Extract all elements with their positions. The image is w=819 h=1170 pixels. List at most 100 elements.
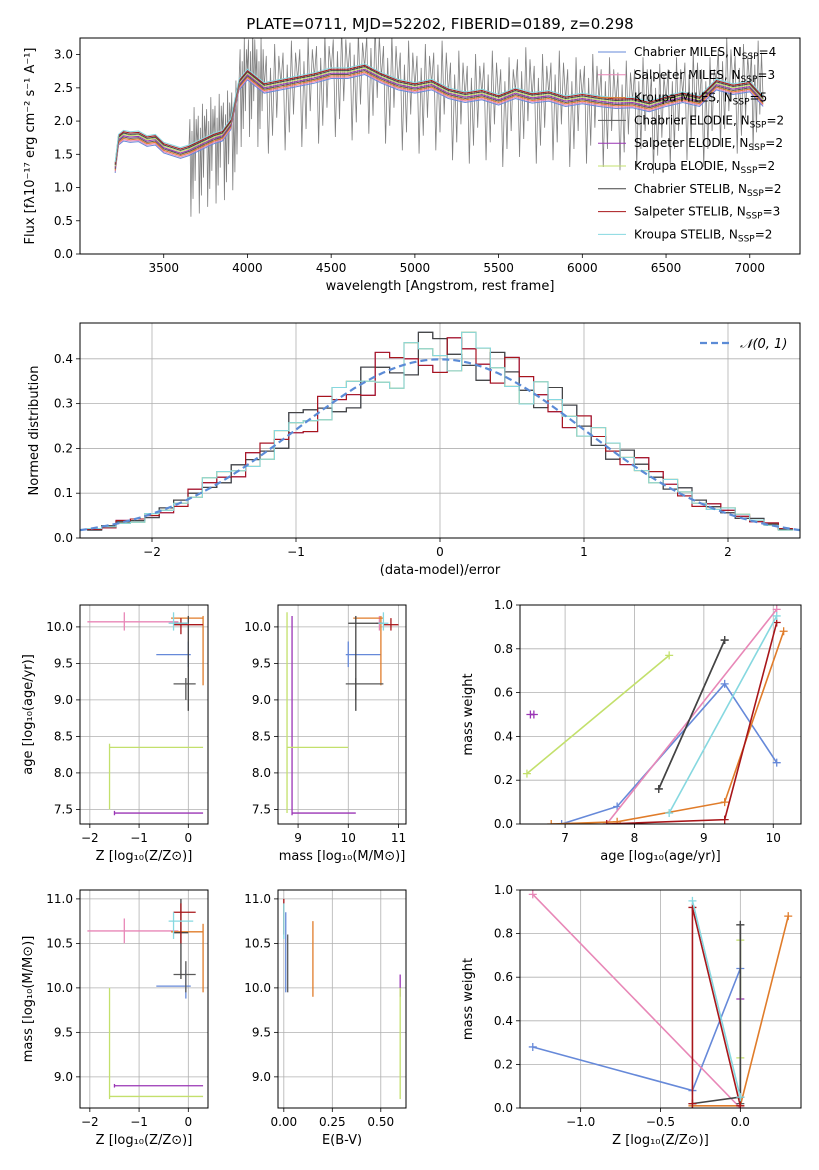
mass_vs_Z-plot-area [87, 898, 204, 1100]
legend-label-normal: 𝒩(0, 1) [740, 337, 787, 352]
legend-label-subscript: SSP [738, 234, 755, 244]
y-tick-label: 9.5 [54, 1025, 73, 1039]
x-tick-label: 10 [766, 831, 781, 845]
mass_vs_ebv-plot-area [283, 898, 401, 1100]
x-tick-label: 2 [724, 545, 732, 559]
age_vs_mass-frame [277, 604, 407, 825]
model-spectrum-line-chabrier_elodie [114, 70, 764, 169]
mass_weight_vs_age-panel [516, 604, 802, 828]
legend-label-text: Kroupa STELIB, N [634, 227, 738, 241]
x-tick-label: 4500 [316, 261, 347, 275]
y-tick-label: 0.4 [54, 352, 73, 366]
legend-label-subscript: SSP [741, 166, 758, 176]
mass_weight_vs_Z-y-axis-label: mass weight [461, 958, 476, 1040]
y-tick-label: 8.0 [252, 766, 271, 780]
y-tick-label: 0.0 [54, 531, 73, 545]
x-tick-label: −2 [81, 1115, 99, 1129]
series-marker-salpeter_stelib [736, 1101, 745, 1108]
model-spectrum-line-chabrier_miles [114, 74, 764, 173]
legend-label-text: Chabrier STELIB, N [634, 182, 747, 196]
x-tick-label: 0 [184, 831, 192, 845]
normal-curve-line [80, 358, 800, 532]
y-tick-label: 0.2 [54, 441, 73, 455]
series-marker-salpeter_stelib [602, 820, 611, 824]
hist-step-chabrier_stelib [87, 331, 793, 531]
series-marker-chabrier_stelib [720, 636, 729, 645]
y-tick-label: 10.5 [244, 936, 271, 950]
y-tick-label: 8.0 [54, 766, 73, 780]
mass_weight_vs_age-plot-area [522, 605, 788, 824]
x-tick-label: −1.0 [566, 1115, 595, 1129]
x-tick-label: 0 [436, 545, 444, 559]
legend-label-subscript: SSP [750, 120, 767, 130]
legend-label-chabrier_miles: Chabrier MILES, NSSP=4 [634, 45, 776, 62]
x-tick-label: 10 [341, 831, 356, 845]
series-marker-kroupa_miles [613, 817, 622, 824]
y-tick-label: 9.0 [54, 693, 73, 707]
legend-label-subscript: SSP [741, 75, 758, 85]
x-tick-label: 9 [700, 831, 708, 845]
x-tick-label: 1 [580, 545, 588, 559]
y-tick-label: 0.0 [494, 1101, 513, 1115]
series-marker-salpeter_stelib [688, 1099, 697, 1108]
y-tick-label: 0.4 [494, 729, 513, 743]
x-tick-label: 5500 [483, 261, 514, 275]
y-tick-label: 10.0 [46, 620, 73, 634]
legend-label-subscript: SSP [733, 98, 750, 108]
series-marker-kroupa_miles [547, 820, 556, 824]
legend-label-salpeter_miles: Salpeter MILES, NSSP=3 [634, 68, 775, 85]
y-tick-label: 0.0 [54, 247, 73, 261]
x-tick-label: −2 [81, 831, 99, 845]
y-tick-label: 10.0 [244, 620, 271, 634]
series-line-chabrier_miles [561, 682, 778, 824]
legend-label-count: =2 [765, 136, 783, 150]
legend-label-subscript: SSP [742, 52, 759, 62]
legend-label-count: =2 [764, 182, 782, 196]
observed-spectrum-line [114, 38, 764, 217]
x-tick-label: 11 [391, 831, 406, 845]
mass_weight_vs_Z-panel [516, 889, 802, 1112]
y-tick-label: 1.0 [494, 598, 513, 612]
legend-label-text: Kroupa ELODIE, N [634, 159, 741, 173]
hist-step-kroupa_stelib [87, 331, 793, 531]
series-marker-kroupa_stelib [665, 809, 674, 818]
legend-label-text: Kroupa MILES, N [634, 91, 733, 105]
age_vs_mass-x-axis-label: mass [log₁₀(M/M⊙)] [279, 849, 406, 864]
model-spectrum-line-salpeter_miles [114, 72, 764, 172]
age_vs_mass-panel [274, 604, 407, 828]
series-line-salpeter_miles [606, 608, 778, 824]
series-marker-kroupa_miles [784, 912, 793, 921]
y-tick-label: 0.3 [54, 397, 73, 411]
spectrum-frame [79, 37, 801, 255]
y-tick-label: 8.5 [252, 729, 271, 743]
legend-label-count: =5 [750, 91, 768, 105]
spectrum-x-axis-label: wavelength [Angstrom, rest frame] [326, 279, 555, 294]
series-marker-kroupa_miles [720, 798, 729, 807]
y-tick-label: 0.2 [494, 1057, 513, 1071]
mass_vs_Z-x-axis-label: Z [log₁₀(Z/Z⊙)] [96, 1133, 193, 1148]
legend-label-count: =2 [755, 227, 773, 241]
mass_vs_ebv-panel [274, 889, 407, 1112]
y-tick-label: 9.0 [252, 1070, 271, 1084]
legend-label-kroupa_stelib: Kroupa STELIB, NSSP=2 [634, 227, 772, 244]
model-spectrum-line-chabrier_stelib [114, 66, 764, 166]
mass_vs_Z-frame [79, 889, 209, 1109]
legend-label-count: =3 [763, 205, 781, 219]
legend-label-subscript: SSP [748, 143, 765, 153]
series-marker-kroupa_stelib [772, 611, 781, 620]
series-marker-salpeter_miles [528, 890, 537, 899]
series-marker-kroupa_stelib [736, 1093, 745, 1102]
series-marker-kroupa_miles [779, 627, 788, 636]
series-marker-chabrier_miles [528, 1042, 537, 1051]
x-tick-label: 9 [294, 831, 302, 845]
x-tick-label: −1 [130, 1115, 148, 1129]
series-line-kroupa_stelib [668, 615, 778, 814]
y-tick-label: 10.0 [244, 981, 271, 995]
series-marker-kroupa_stelib [688, 896, 697, 905]
age_vs_Z-y-axis-label: age [log₁₀(age/yr)] [21, 654, 36, 775]
series-marker-chabrier_stelib [654, 784, 663, 793]
legend-label-count: =3 [757, 68, 775, 82]
series-marker-kroupa_elodie [522, 769, 531, 778]
